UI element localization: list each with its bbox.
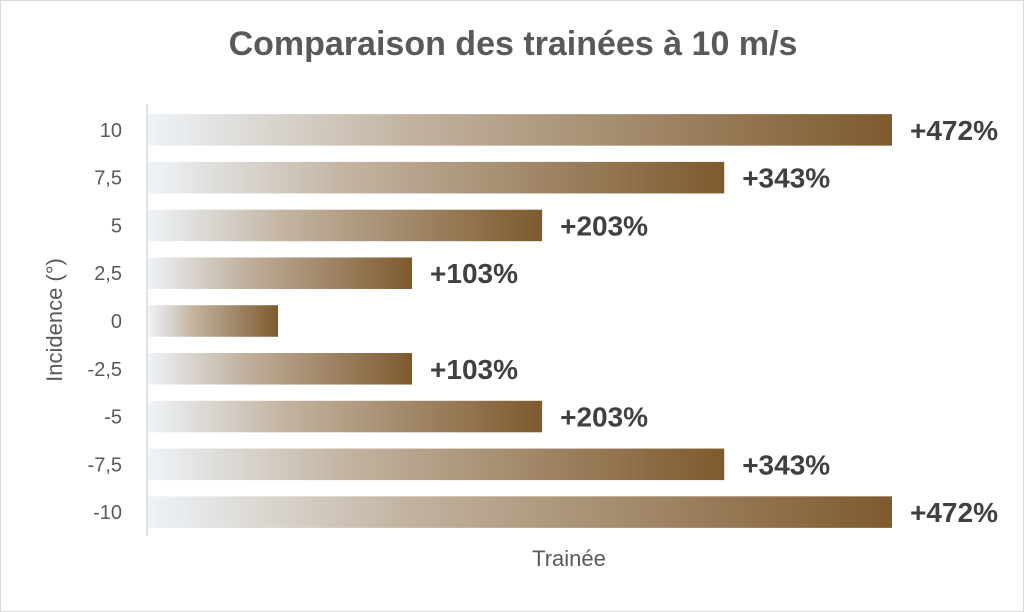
bar bbox=[148, 353, 413, 385]
bar-data-label: +343% bbox=[742, 449, 830, 480]
bar bbox=[148, 209, 543, 242]
y-tick-label: 7,5 bbox=[94, 168, 122, 190]
bar bbox=[148, 114, 892, 146]
bar-data-label: +103% bbox=[430, 258, 518, 289]
y-tick-label: -5 bbox=[104, 407, 122, 429]
bar bbox=[148, 161, 725, 194]
x-axis-title: Trainée bbox=[532, 546, 606, 571]
y-tick-label: 10 bbox=[100, 120, 122, 142]
bar-data-label: +203% bbox=[560, 402, 648, 433]
bar bbox=[148, 496, 892, 528]
bar bbox=[148, 448, 725, 481]
y-tick-label: 0 bbox=[111, 311, 122, 333]
bar-data-label: +343% bbox=[742, 163, 830, 194]
y-tick-label: 2,5 bbox=[94, 263, 122, 285]
bar bbox=[148, 400, 543, 433]
chart-title: Comparaison des trainées à 10 m/s bbox=[228, 25, 798, 63]
bar-data-label: +472% bbox=[910, 115, 998, 146]
y-tick-label: -7,5 bbox=[88, 454, 122, 476]
bar-data-label: +472% bbox=[910, 497, 998, 528]
bar bbox=[148, 305, 279, 337]
y-tick-label: -2,5 bbox=[88, 359, 122, 381]
y-tick-label: -10 bbox=[93, 502, 122, 524]
y-axis-title: Incidence (°) bbox=[42, 258, 67, 382]
bar bbox=[148, 257, 413, 289]
bar-data-label: +103% bbox=[430, 354, 518, 385]
y-tick-label: 5 bbox=[111, 215, 122, 237]
bar-data-label: +203% bbox=[560, 210, 648, 241]
